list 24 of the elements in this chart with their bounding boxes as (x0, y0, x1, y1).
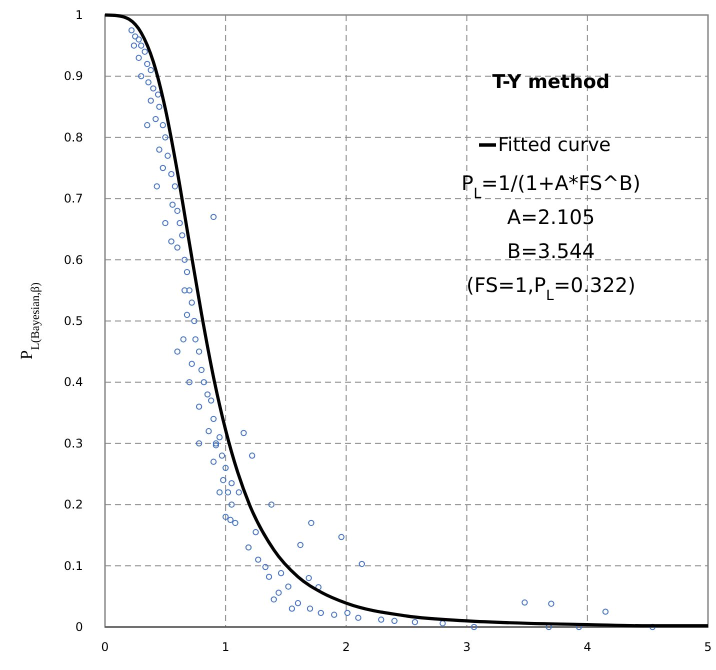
y-tick-label: 0.3 (64, 436, 83, 450)
annotation: P$_{L}$=1/(1+A*FS^B) (461, 171, 641, 202)
y-tick-label: 0.4 (64, 375, 83, 390)
y-tick-label: 0.9 (64, 69, 83, 84)
x-tick-label: 2 (342, 640, 350, 654)
x-tick-label: 4 (584, 640, 592, 654)
annotation: A=2.105 (507, 205, 595, 229)
x-tick-label: 0 (101, 640, 109, 654)
annotation: B=3.544 (507, 239, 595, 263)
text: T-Y method (492, 71, 610, 93)
annotation: (FS=1,P$_{L}$=0.322) (466, 273, 636, 304)
y-tick-label: 0.1 (64, 558, 83, 573)
y-tick-label: 0.6 (64, 252, 83, 267)
line-series (103, 13, 710, 628)
y-tick-label: 0 (75, 620, 83, 634)
y-tick-label: 1 (75, 8, 83, 22)
x-tick-label: 1 (222, 640, 230, 654)
y-tick-label: 0.8 (64, 130, 83, 144)
x-tick-label: 3 (462, 640, 471, 654)
y-tick-label: 0.7 (64, 192, 83, 206)
y-tick-label: 0.2 (64, 498, 83, 512)
legend-label: Fitted curve (498, 134, 611, 156)
x-tick-label: 5 (704, 640, 712, 654)
y-tick-label: 0.5 (64, 314, 83, 328)
